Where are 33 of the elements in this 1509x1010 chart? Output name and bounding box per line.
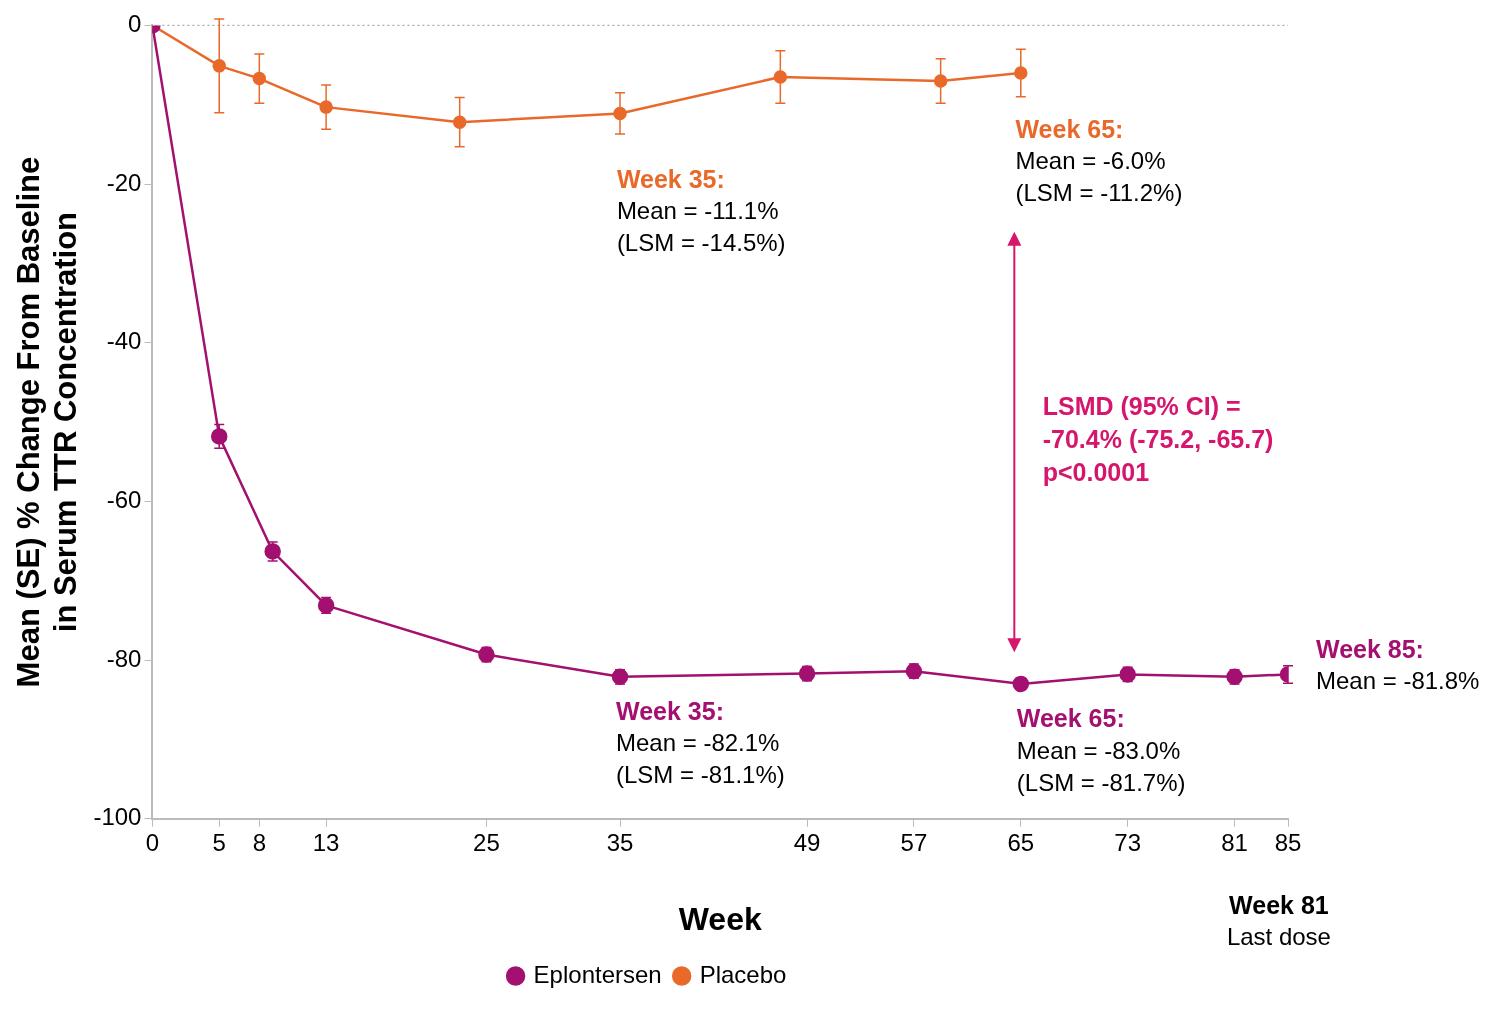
x-tick-label: 13	[312, 828, 340, 856]
x-tick-label: 57	[900, 828, 928, 856]
x-tick-label: 0	[145, 828, 160, 856]
legend-label: Placebo	[699, 960, 787, 988]
y-tick-label: -20	[106, 168, 142, 196]
point	[933, 74, 948, 88]
legend-label: Eplontersen	[533, 960, 662, 988]
annotation: Week 35: Mean = -11.1% (LSM = -14.5%)	[616, 164, 786, 256]
y-tick-label: -40	[106, 327, 142, 355]
x-tick-label: 85	[1274, 828, 1302, 856]
x-tick-label: 25	[473, 828, 500, 856]
text: Week 81 Last dose	[1226, 890, 1331, 950]
annotation: Week 65: Mean = -83.0% (LSM = -81.7%)	[1016, 704, 1186, 796]
x-tick-label: 35	[606, 828, 634, 856]
annotation: Week 65: Mean = -6.0% (LSM = -11.2%)	[1015, 114, 1183, 206]
point	[452, 115, 467, 129]
annotation: Week 35: Mean = -82.1% (LSM = -81.1%)	[616, 697, 785, 789]
x-tick-label: 5	[212, 828, 226, 856]
y-tick-label: 0	[128, 10, 142, 38]
x-axis-title: Week	[678, 900, 762, 937]
y-axis-title: Mean (SE) % Change From Baseline in Serum TTR Concentration	[11, 156, 84, 688]
x-tick-label: 73	[1114, 828, 1142, 856]
point	[252, 71, 267, 86]
annotation: LSMD (95% CI) = -70.4% (-75.2, -65.7) p<0.0001	[1042, 391, 1274, 486]
x-tick-label: 49	[793, 828, 821, 856]
y-tick-label: -100	[93, 803, 142, 831]
point	[773, 70, 788, 84]
x-tick-label: 65	[1007, 828, 1035, 856]
x-tick-label: 81	[1221, 828, 1248, 856]
x-tick-label: 8	[252, 828, 266, 856]
y-tick-label: -80	[106, 644, 142, 672]
annotation: Week 85: Mean = -81.8%	[1316, 634, 1480, 695]
y-tick-label: -60	[106, 486, 142, 514]
